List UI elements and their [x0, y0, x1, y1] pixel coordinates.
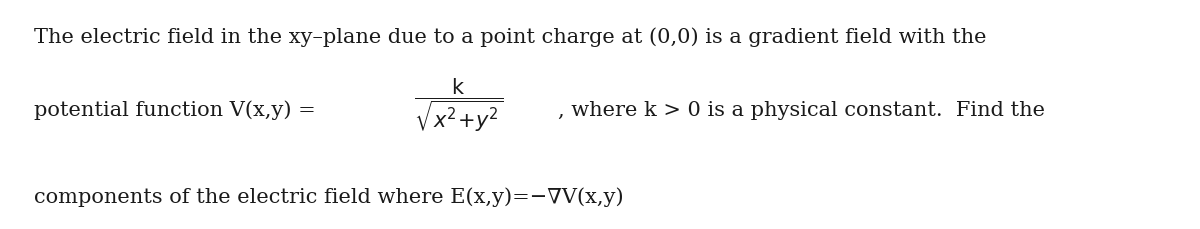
Text: potential function V(x,y) =: potential function V(x,y) =: [34, 100, 322, 120]
Text: components of the electric field where E(x,y)=−∇V(x,y): components of the electric field where E…: [34, 186, 623, 206]
Text: $\dfrac{\mathrm{k}}{\sqrt{x^2\!+\!y^2}}$: $\dfrac{\mathrm{k}}{\sqrt{x^2\!+\!y^2}}$: [414, 77, 503, 134]
Text: , where k > 0 is a physical constant.  Find the: , where k > 0 is a physical constant. Fi…: [558, 101, 1045, 119]
Text: The electric field in the xy–plane due to a point charge at (0,0) is a gradient : The electric field in the xy–plane due t…: [34, 27, 986, 47]
